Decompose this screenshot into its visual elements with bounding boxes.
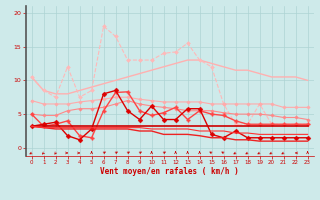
X-axis label: Vent moyen/en rafales ( km/h ): Vent moyen/en rafales ( km/h )	[100, 167, 239, 176]
